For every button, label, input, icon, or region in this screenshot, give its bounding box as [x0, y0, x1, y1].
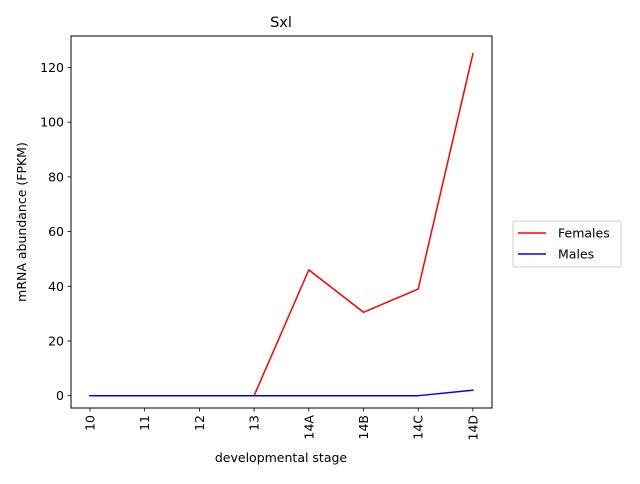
y-tick-label: 80 — [48, 169, 64, 184]
legend-label-females: Females — [558, 226, 610, 241]
plot-frame — [70, 35, 493, 409]
plot-lines — [89, 52, 474, 397]
x-tick-label: 14A — [301, 415, 316, 440]
y-axis: 0 20 40 60 80 100 120 — [40, 60, 71, 403]
y-tick-label: 120 — [40, 60, 64, 75]
x-tick-label: 10 — [83, 415, 98, 431]
y-axis-label: mRNA abundance (FPKM) — [14, 142, 29, 302]
x-tick-label: 14D — [465, 415, 480, 441]
x-axis: 10 11 12 13 14A 14B 14C 14D — [83, 408, 480, 441]
legend-label-males: Males — [558, 247, 594, 262]
x-tick-label: 12 — [192, 415, 207, 431]
y-tick-label: 20 — [48, 333, 64, 348]
x-tick-label: 14B — [356, 415, 371, 439]
y-tick-label: 40 — [48, 279, 64, 294]
chart-title: Sxl — [270, 15, 292, 31]
x-axis-label: developmental stage — [215, 450, 348, 465]
y-tick-label: 0 — [56, 388, 64, 403]
legend-entries: Females Males — [518, 226, 610, 262]
y-tick-label: 100 — [40, 115, 64, 130]
x-tick-label: 14C — [411, 415, 426, 440]
legend: Females Males — [512, 220, 622, 268]
x-tick-label: 11 — [137, 415, 152, 431]
series-line-males — [89, 389, 474, 397]
y-tick-label: 60 — [48, 224, 64, 239]
x-tick-label: 13 — [247, 415, 262, 431]
